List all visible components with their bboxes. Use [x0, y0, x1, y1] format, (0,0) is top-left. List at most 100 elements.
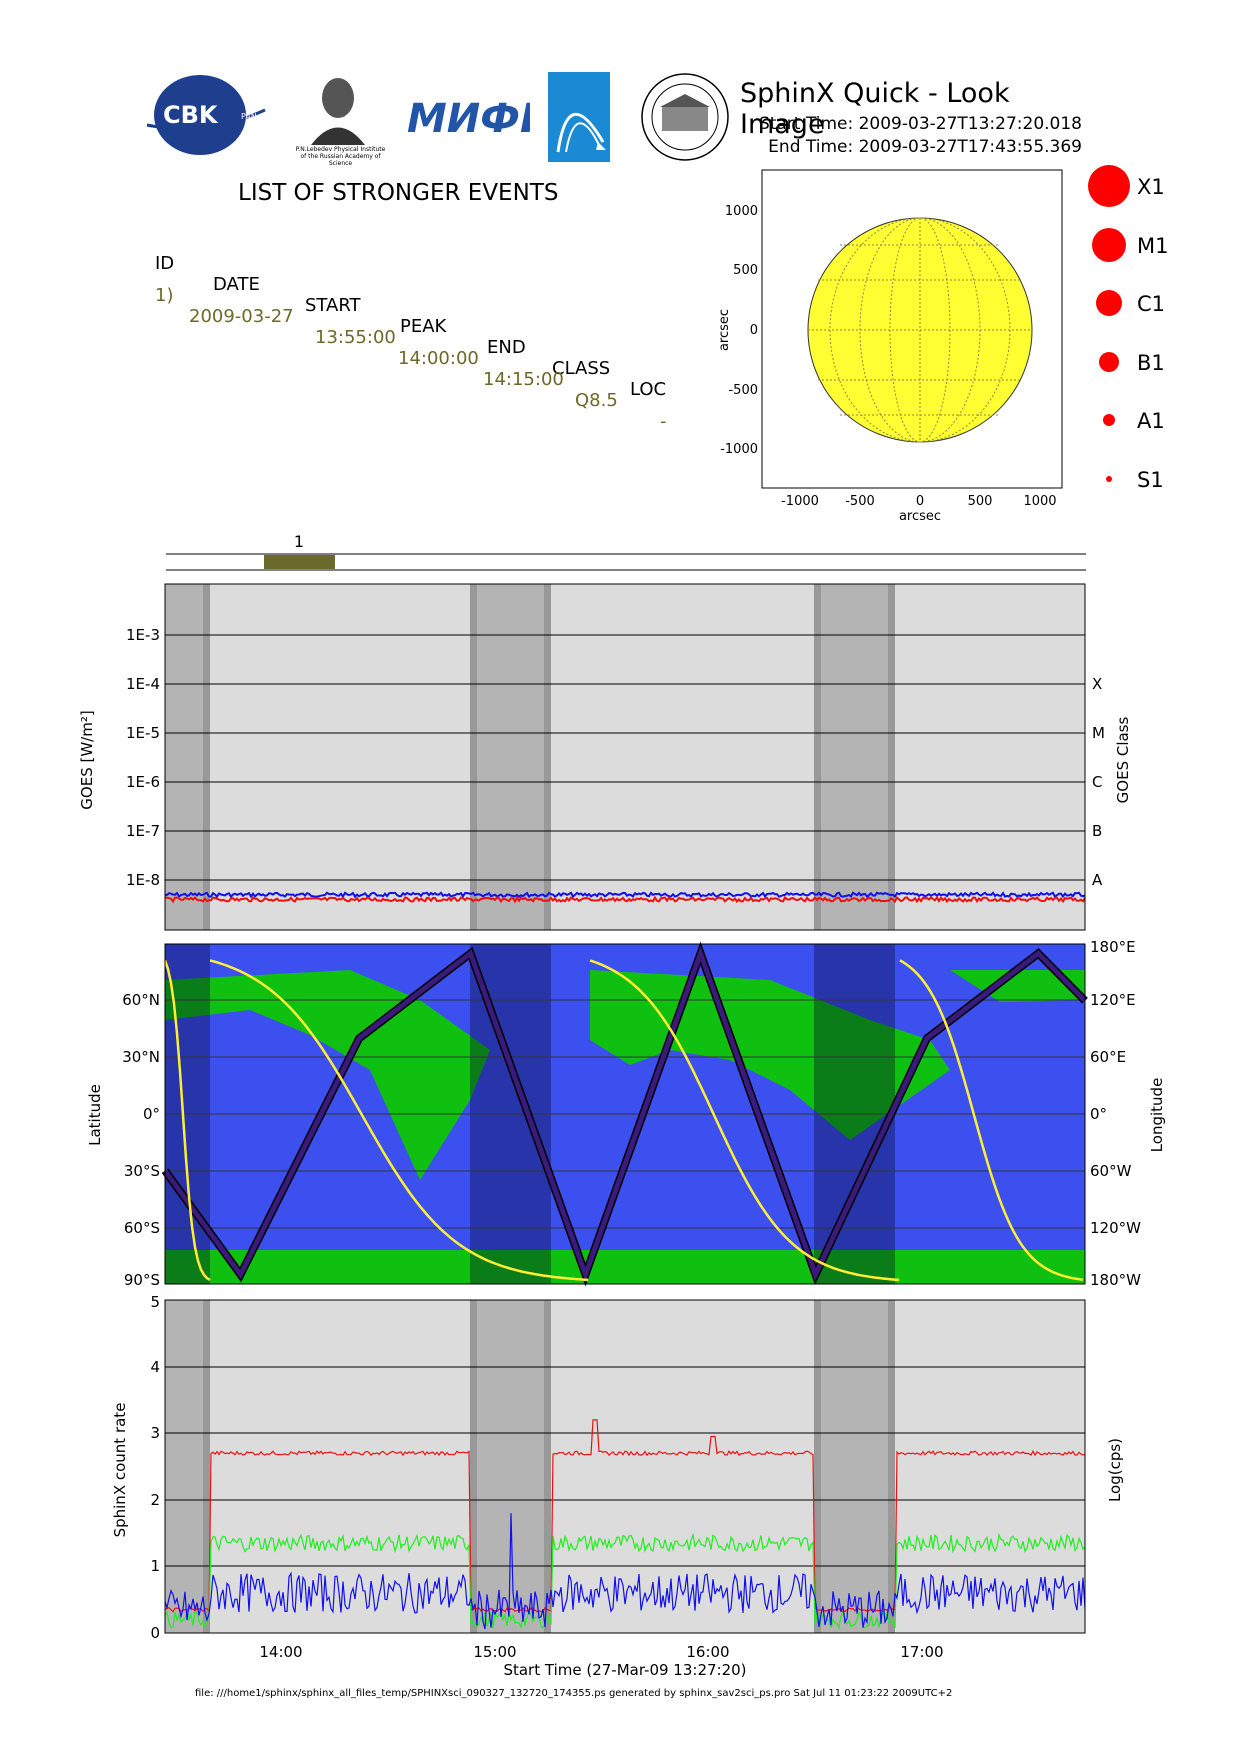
legend-label: S1 — [1137, 468, 1164, 492]
cbk-logo-graphic: CBK PAN — [146, 75, 266, 155]
orbit-track — [161, 941, 1088, 1287]
lon-tick: 120°W — [1090, 1219, 1141, 1237]
sun-map-ytick: -1000 — [720, 442, 758, 457]
goes-class-tick: X — [1092, 675, 1102, 693]
sun-map-xlabel: arcsec — [899, 509, 941, 524]
lebedev-logo: P.N.Lebedev Physical Institute of the Ru… — [293, 70, 388, 167]
sun-map-xtick: 0 — [916, 494, 924, 509]
start-time: Start Time: 2009-03-27T13:27:20.018 — [758, 114, 1082, 134]
lat-tick: 90°S — [124, 1271, 160, 1289]
lon-tick: 0° — [1090, 1105, 1107, 1123]
goes-ytick: 1E-8 — [126, 871, 160, 889]
count-ytick: 0 — [150, 1624, 160, 1642]
orbit-panel: 60°N 30°N 0° 30°S 60°S 90°S 180°E 120°E … — [86, 940, 1166, 1289]
mifi-logo-text: MИФИ — [407, 96, 530, 142]
goes-ylabel: GOES [W/m²] — [78, 710, 96, 809]
university-seal-logo — [640, 72, 730, 162]
goes-class-tick: C — [1092, 773, 1102, 791]
goes-ytick: 1E-7 — [126, 822, 160, 840]
legend-dot-x1 — [1088, 165, 1130, 207]
count-series-line-1 — [164, 1532, 1086, 1630]
events-title: LIST OF STRONGER EVENTS — [238, 180, 559, 206]
lat-tick: 0° — [143, 1105, 160, 1123]
lon-tick: 180°W — [1090, 1271, 1141, 1289]
count-xtick: 17:00 — [900, 1643, 943, 1661]
count-series-line-0 — [164, 1513, 1086, 1630]
count-ylabel: SphinX count rate — [111, 1403, 129, 1538]
count-series — [164, 1419, 1086, 1630]
goes-class-tick: A — [1092, 871, 1103, 889]
count-xtick: 16:00 — [686, 1643, 729, 1661]
lon-tick: 180°E — [1090, 940, 1136, 956]
count-right-label: Log(cps) — [1106, 1438, 1124, 1502]
space-agency-logo — [548, 72, 610, 162]
events-header: ID DATE START PEAK END CLASS LOC — [155, 253, 667, 400]
sun-map-ytick: -500 — [728, 383, 758, 398]
end-time: End Time: 2009-03-27T17:43:55.369 — [768, 137, 1082, 157]
legend-dot-c1 — [1096, 290, 1122, 316]
count-ytick: 4 — [150, 1358, 160, 1376]
goes-ytick: 1E-3 — [126, 626, 160, 644]
goes-series-line-0 — [164, 891, 1086, 899]
goes-ytick: 1E-6 — [126, 773, 160, 791]
sun-map-ytick: 0 — [750, 323, 758, 338]
longitude-curve — [163, 959, 1084, 1282]
orbit-ylabel: Latitude — [86, 1084, 104, 1146]
event-bar-label: 1 — [294, 532, 304, 551]
count-xlabel: Start Time (27-Mar-09 13:27:20) — [503, 1661, 746, 1679]
goes-panel: 1E-3 1E-4 1E-5 1E-6 1E-7 1E-8 X M C B A … — [78, 583, 1132, 931]
sun-map-xtick: -1000 — [781, 494, 819, 509]
legend-dot-s1 — [1106, 476, 1112, 482]
legend-dot-m1 — [1092, 228, 1126, 262]
sun-map-xtick: 500 — [968, 494, 993, 509]
sun-map-ytick: 500 — [733, 263, 758, 278]
sun-map-ytick: 1000 — [725, 204, 758, 219]
sun-map: 1000 500 0 -500 -1000 -1000 -500 0 500 1… — [717, 169, 1063, 524]
goes-right-label: GOES Class — [1114, 716, 1132, 803]
cbk-logo: CBK PAN — [145, 75, 270, 155]
count-xtick: 14:00 — [259, 1643, 302, 1661]
event-bar-block[interactable] — [264, 555, 335, 569]
legend-dot-a1 — [1103, 414, 1115, 426]
lebedev-portrait — [308, 78, 370, 164]
footer-text: file: ///home1/sphinx/sphinx_all_files_t… — [195, 1688, 953, 1699]
count-panel: 0 1 2 3 4 5 14:00 15:00 16:00 17:00 Star… — [111, 1295, 1124, 1679]
count-ytick: 5 — [150, 1295, 160, 1311]
goes-series — [164, 891, 1086, 904]
count-series-line-2 — [164, 1419, 1086, 1613]
sun-map-xtick: -500 — [845, 494, 875, 509]
orbit-track-line — [162, 945, 1087, 1283]
lon-tick: 120°E — [1090, 991, 1136, 1009]
mifi-logo: MИФИ — [405, 90, 553, 145]
cbk-logo-text: CBK — [163, 101, 219, 129]
count-xtick: 15:00 — [473, 1643, 516, 1661]
sun-map-ylabel: arcsec — [717, 309, 732, 351]
goes-class-tick: B — [1092, 822, 1102, 840]
legend-label: X1 — [1137, 175, 1165, 199]
event-row: 1) 2009-03-27 13:55:00 14:00:00 14:15:00… — [155, 285, 667, 432]
lon-tick: 60°E — [1090, 1048, 1126, 1066]
count-ytick: 2 — [150, 1491, 160, 1509]
legend-dot-b1 — [1099, 352, 1119, 372]
class-legend: X1 M1 C1 B1 A1 S1 — [1088, 165, 1168, 492]
goes-ytick: 1E-5 — [126, 724, 160, 742]
goes-class-tick: M — [1092, 724, 1105, 742]
legend-label: B1 — [1137, 351, 1165, 375]
event-bar: 1 — [166, 532, 1086, 571]
svg-text:PAN: PAN — [241, 112, 257, 121]
count-ytick: 1 — [150, 1557, 160, 1575]
lebedev-caption: P.N.Lebedev Physical Institute of the Ru… — [295, 146, 386, 167]
page-title: SphinX Quick - Look Image — [740, 78, 1010, 140]
legend-label: A1 — [1137, 409, 1165, 433]
goes-series-line-1 — [164, 895, 1086, 904]
orbit-right-label: Longitude — [1148, 1078, 1166, 1153]
legend-label: C1 — [1137, 292, 1165, 316]
legend-label: M1 — [1137, 234, 1168, 258]
sun-map-xtick: 1000 — [1023, 494, 1056, 509]
lon-tick: 60°W — [1090, 1162, 1132, 1180]
lat-tick: 30°N — [122, 1048, 160, 1066]
lat-tick: 60°S — [124, 1219, 160, 1237]
lat-tick: 60°N — [122, 991, 160, 1009]
goes-ytick: 1E-4 — [126, 675, 160, 693]
lat-tick: 30°S — [124, 1162, 160, 1180]
